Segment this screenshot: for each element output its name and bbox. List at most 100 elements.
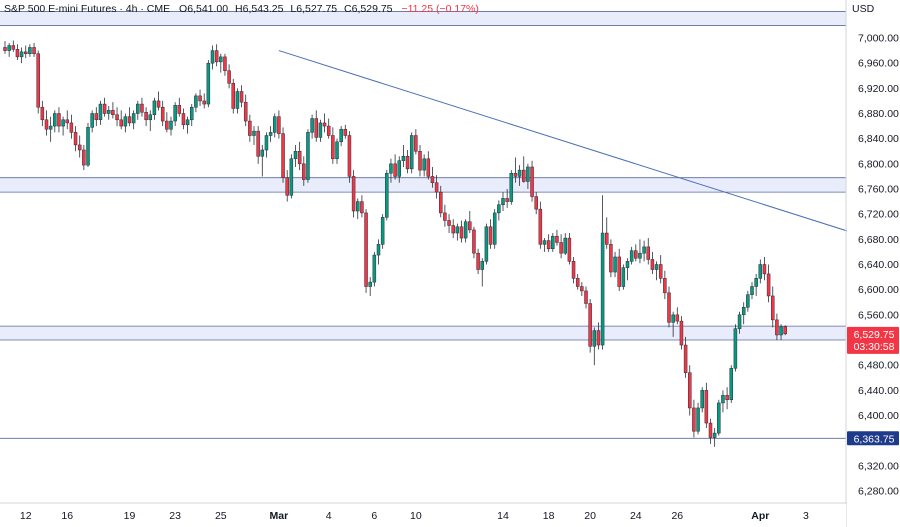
candle-body — [517, 169, 522, 177]
candle-body — [98, 103, 103, 121]
x-tick-label: 4 — [326, 510, 332, 522]
candle-body — [351, 176, 356, 212]
y-tick-label: 6,880.00 — [858, 108, 899, 120]
low-label: L — [290, 3, 297, 15]
y-tick-label: 6,640.00 — [858, 259, 899, 271]
candle-body — [214, 50, 219, 63]
candle-body — [663, 278, 667, 294]
candle-body — [729, 368, 733, 401]
symbol-title: S&P 500 E-mini Futures · 4h · CME — [4, 3, 171, 15]
support-level-value: 6,363.75 — [854, 433, 895, 445]
candle-body — [281, 133, 285, 178]
open-label: O — [179, 3, 188, 15]
candle-body — [82, 149, 86, 166]
candle-body — [385, 173, 389, 218]
candle-body — [326, 125, 331, 136]
candle-body — [86, 127, 90, 166]
candle-body — [513, 173, 518, 177]
candle-body — [783, 326, 787, 335]
candle-body — [538, 208, 543, 245]
candle-body — [563, 237, 567, 254]
candle-body — [463, 221, 468, 239]
x-tick-label: 14 — [497, 510, 509, 522]
candle-body — [306, 132, 310, 180]
candle-body — [580, 286, 584, 292]
candle-body — [638, 252, 642, 259]
candle-body — [243, 101, 248, 122]
candle-body — [7, 45, 11, 51]
y-tick-label: 6,440.00 — [858, 385, 899, 397]
candle-body — [497, 204, 501, 214]
candle-body — [389, 163, 393, 174]
candle-body — [405, 156, 410, 170]
candle-body — [451, 225, 455, 234]
candle-body — [102, 103, 107, 114]
candle-body — [360, 201, 364, 214]
candle-body — [227, 70, 231, 84]
candle-body — [584, 290, 588, 304]
candle-body — [750, 286, 754, 295]
candle-body — [181, 113, 186, 126]
candle-body — [32, 47, 36, 54]
close-label: C — [344, 3, 352, 15]
candle-body — [380, 217, 385, 245]
candle-body — [44, 119, 49, 130]
candle-body — [40, 106, 45, 121]
y-tick-label: 6,800.00 — [858, 158, 899, 170]
low-value: 6,527.75 — [296, 3, 338, 15]
candle-body — [717, 402, 721, 434]
candle-body — [418, 151, 422, 171]
x-tick-label: 3 — [803, 510, 809, 522]
zone-band — [0, 177, 846, 193]
candle-body — [522, 169, 526, 182]
candle-body — [206, 62, 211, 105]
candle-body — [90, 113, 94, 128]
candle-body — [235, 91, 240, 109]
candle-body — [675, 314, 680, 322]
candle-body — [592, 330, 597, 347]
candle-body — [447, 220, 451, 226]
high-value: 6,543.25 — [242, 3, 284, 15]
candle-body — [364, 212, 368, 287]
candle-body — [339, 128, 343, 143]
currency-label[interactable]: USD — [852, 3, 875, 15]
candle-body — [318, 122, 323, 138]
candle-body — [733, 328, 738, 369]
y-tick-label: 7,000.00 — [858, 33, 899, 45]
candle-body — [480, 261, 484, 270]
candle-body — [621, 267, 626, 287]
candle-body — [534, 196, 538, 210]
candle-body — [654, 264, 659, 270]
candle-body — [148, 114, 152, 121]
candle-body — [526, 166, 530, 182]
y-tick-label: 6,720.00 — [858, 209, 899, 221]
candle-body — [160, 106, 165, 122]
candle-body — [347, 135, 352, 177]
candle-body — [65, 119, 69, 124]
candle-body — [53, 113, 57, 127]
candle-body — [322, 122, 327, 127]
candle-body — [741, 307, 746, 316]
candle-body — [397, 160, 401, 177]
candle-body — [302, 163, 306, 180]
candle-body — [252, 130, 256, 136]
candle-body — [36, 53, 40, 108]
candle-body — [459, 226, 464, 239]
y-tick-label: 6,320.00 — [858, 460, 899, 472]
candle-body — [152, 100, 157, 116]
candle-body — [368, 281, 372, 287]
candle-body — [144, 111, 148, 121]
candle-body — [758, 264, 763, 279]
high-label: H — [235, 3, 243, 15]
candle-body — [779, 326, 783, 336]
y-tick-label: 6,280.00 — [858, 486, 899, 498]
candle-body — [289, 158, 294, 196]
candle-body — [219, 56, 223, 63]
candle-body — [285, 177, 289, 196]
candle-body — [683, 344, 688, 373]
candle-body — [73, 132, 78, 146]
candle-body — [11, 45, 16, 50]
candle-body — [551, 235, 555, 250]
x-tick-label: Mar — [270, 510, 289, 522]
